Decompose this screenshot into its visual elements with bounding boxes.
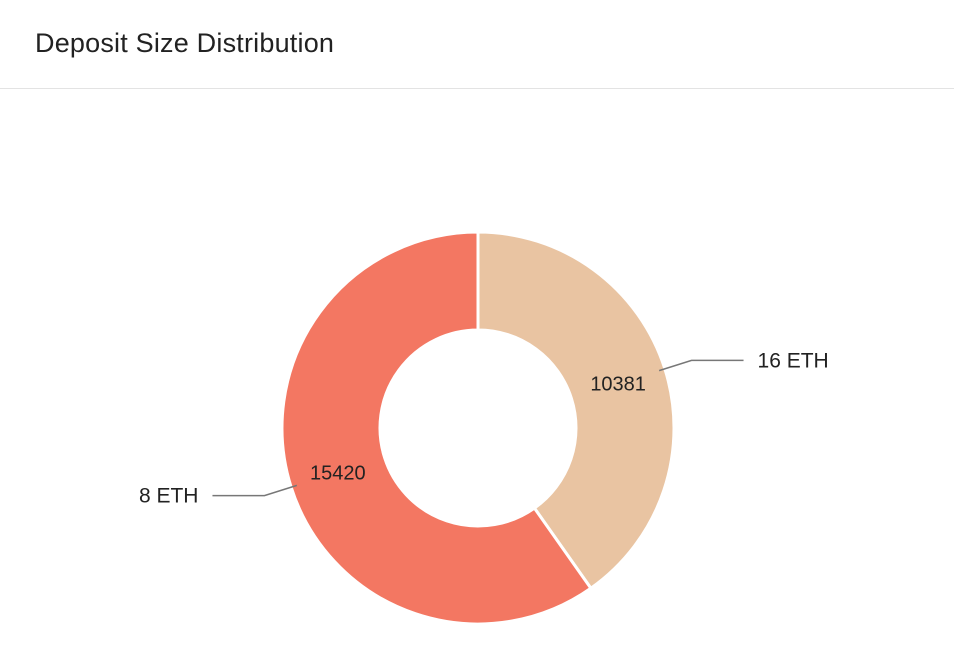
card-header: Deposit Size Distribution <box>0 0 954 89</box>
donut-slice-8-eth[interactable] <box>280 230 593 626</box>
donut-chart: 10381 16 ETH 15420 8 ETH <box>139 230 829 626</box>
chart-title: Deposit Size Distribution <box>35 28 335 58</box>
chart-area: 10381 16 ETH 15420 8 ETH <box>0 90 954 658</box>
category-label-16-eth: 16 ETH <box>758 349 829 372</box>
category-label-8-eth: 8 ETH <box>139 485 199 508</box>
data-label-8-eth: 15420 <box>310 462 366 484</box>
donut-slice-16-eth[interactable] <box>476 230 676 590</box>
leader-line-8-eth <box>212 484 298 497</box>
data-label-16-eth: 10381 <box>590 374 646 396</box>
leader-line-16-eth <box>658 359 744 372</box>
